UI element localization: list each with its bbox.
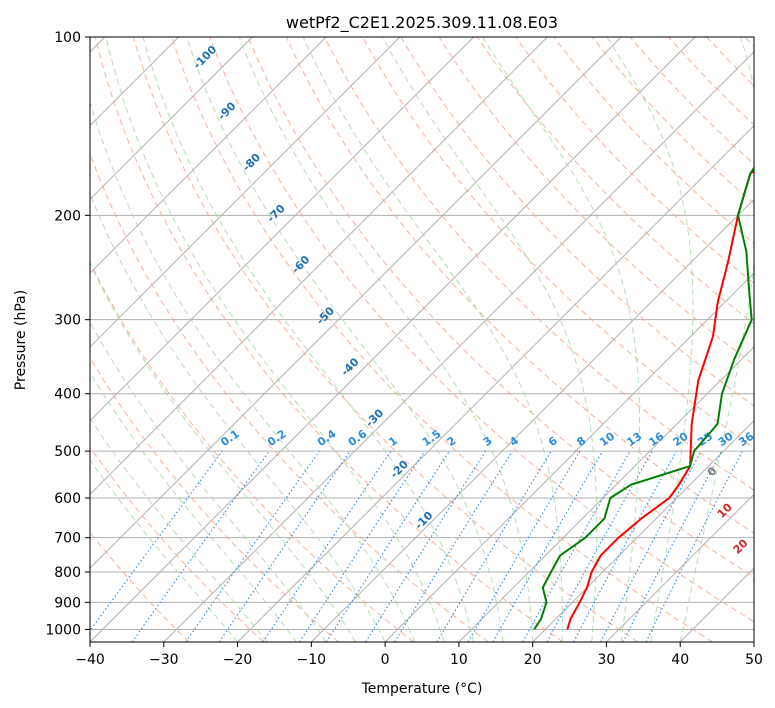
isotherm-line — [384, 272, 754, 642]
mixing-ratio-label: 36 — [736, 429, 756, 449]
dry-adiabat-line — [323, 37, 754, 491]
moist-adiabat-line — [238, 37, 534, 642]
moist-adiabat-line — [142, 37, 475, 642]
y-tick-label: 200 — [54, 208, 81, 224]
mixing-ratio-line — [573, 450, 677, 642]
x-tick-label: 0 — [381, 652, 390, 668]
isotherm-line — [606, 493, 754, 642]
mixing-ratio-line — [131, 450, 270, 642]
dry-adiabat-line — [515, 37, 754, 285]
isotherm-line — [753, 641, 754, 642]
mixing-ratio-line — [394, 450, 513, 642]
theta-e-label: 30 — [751, 568, 771, 588]
y-tick-label: 400 — [54, 387, 81, 403]
temperature-profile — [566, 169, 754, 630]
x-tick-label: 40 — [671, 652, 689, 668]
mixing-ratio-line — [185, 450, 320, 642]
dry-adiabat-line — [285, 37, 754, 535]
moist-adiabat-line — [90, 192, 386, 642]
y-tick-label: 700 — [54, 531, 81, 547]
isotherm-line — [90, 37, 327, 274]
y-tick-label: 900 — [54, 595, 81, 611]
dry-adiabat-line — [90, 446, 265, 642]
mixing-ratio-line — [522, 450, 631, 642]
y-tick-label: 300 — [54, 313, 81, 329]
dewpoint-profile — [533, 166, 754, 630]
mixing-ratio-line — [262, 450, 392, 642]
moist-adiabat-line — [105, 37, 445, 642]
x-tick-label: 30 — [598, 652, 616, 668]
isotherm-line — [90, 37, 622, 569]
mixing-ratio-line — [90, 450, 223, 632]
mixing-ratio-line — [645, 450, 743, 642]
y-tick-label: 800 — [54, 565, 81, 581]
x-tick-label: 20 — [524, 652, 542, 668]
moist-adiabat-line — [90, 262, 357, 642]
x-axis-label: Temperature (°C) — [361, 681, 483, 697]
isotherm-line — [90, 37, 696, 642]
dry-adiabat-line — [438, 37, 754, 366]
mixing-ratio-line — [546, 450, 653, 642]
isotherm-line — [458, 346, 754, 642]
isotherm-line — [90, 37, 475, 422]
plot-area — [90, 37, 754, 642]
moist-adiabat-line — [382, 37, 598, 642]
moist-adiabat-line — [606, 37, 694, 642]
isotherm-line — [90, 37, 548, 496]
moist-adiabat-line — [90, 371, 297, 642]
moist-adiabat-line — [482, 37, 640, 642]
y-tick-label: 100 — [54, 30, 81, 46]
isotherm-line — [90, 37, 401, 348]
dry-adiabat-line — [247, 37, 754, 578]
dry-adiabat-line — [132, 37, 639, 642]
dry-adiabat-line — [209, 37, 754, 623]
x-tick-label: −30 — [149, 652, 179, 668]
y-tick-label: 500 — [54, 444, 81, 460]
x-tick-label: −10 — [297, 652, 327, 668]
dry-adiabat-line — [94, 37, 564, 642]
isotherm-line — [90, 37, 253, 201]
y-tick-label: 600 — [54, 491, 81, 507]
x-tick-label: −40 — [75, 652, 105, 668]
y-tick-label: 1000 — [45, 622, 81, 638]
moist-adiabat-line — [90, 417, 268, 642]
dry-adiabat-line — [90, 260, 414, 642]
moist-adiabat-line — [90, 321, 327, 642]
dry-adiabat-line — [476, 37, 754, 325]
chart-title: wetPf2_C2E1.2025.309.11.08.E03 — [286, 13, 558, 33]
mixing-ratio-line — [218, 450, 351, 642]
isotherm-line — [532, 419, 754, 642]
x-tick-label: 50 — [745, 652, 763, 668]
dry-adiabat-line — [90, 356, 339, 642]
mixing-ratio-line — [299, 450, 426, 642]
x-tick-label: 10 — [450, 652, 468, 668]
moist-adiabat-line — [90, 100, 416, 642]
plot-frame — [89, 36, 755, 643]
moist-adiabat-line — [302, 37, 563, 642]
moist-adiabat-line — [186, 37, 504, 642]
mixing-ratio-line — [325, 450, 450, 642]
x-tick-label: −20 — [223, 652, 253, 668]
isotherm-line — [237, 124, 754, 642]
y-axis-label: Pressure (hPa) — [13, 290, 29, 390]
isotherm-line — [163, 51, 754, 642]
moist-adiabat-line — [90, 459, 238, 642]
dry-adiabat-line — [171, 37, 713, 642]
moist-adiabat-line — [679, 37, 754, 642]
